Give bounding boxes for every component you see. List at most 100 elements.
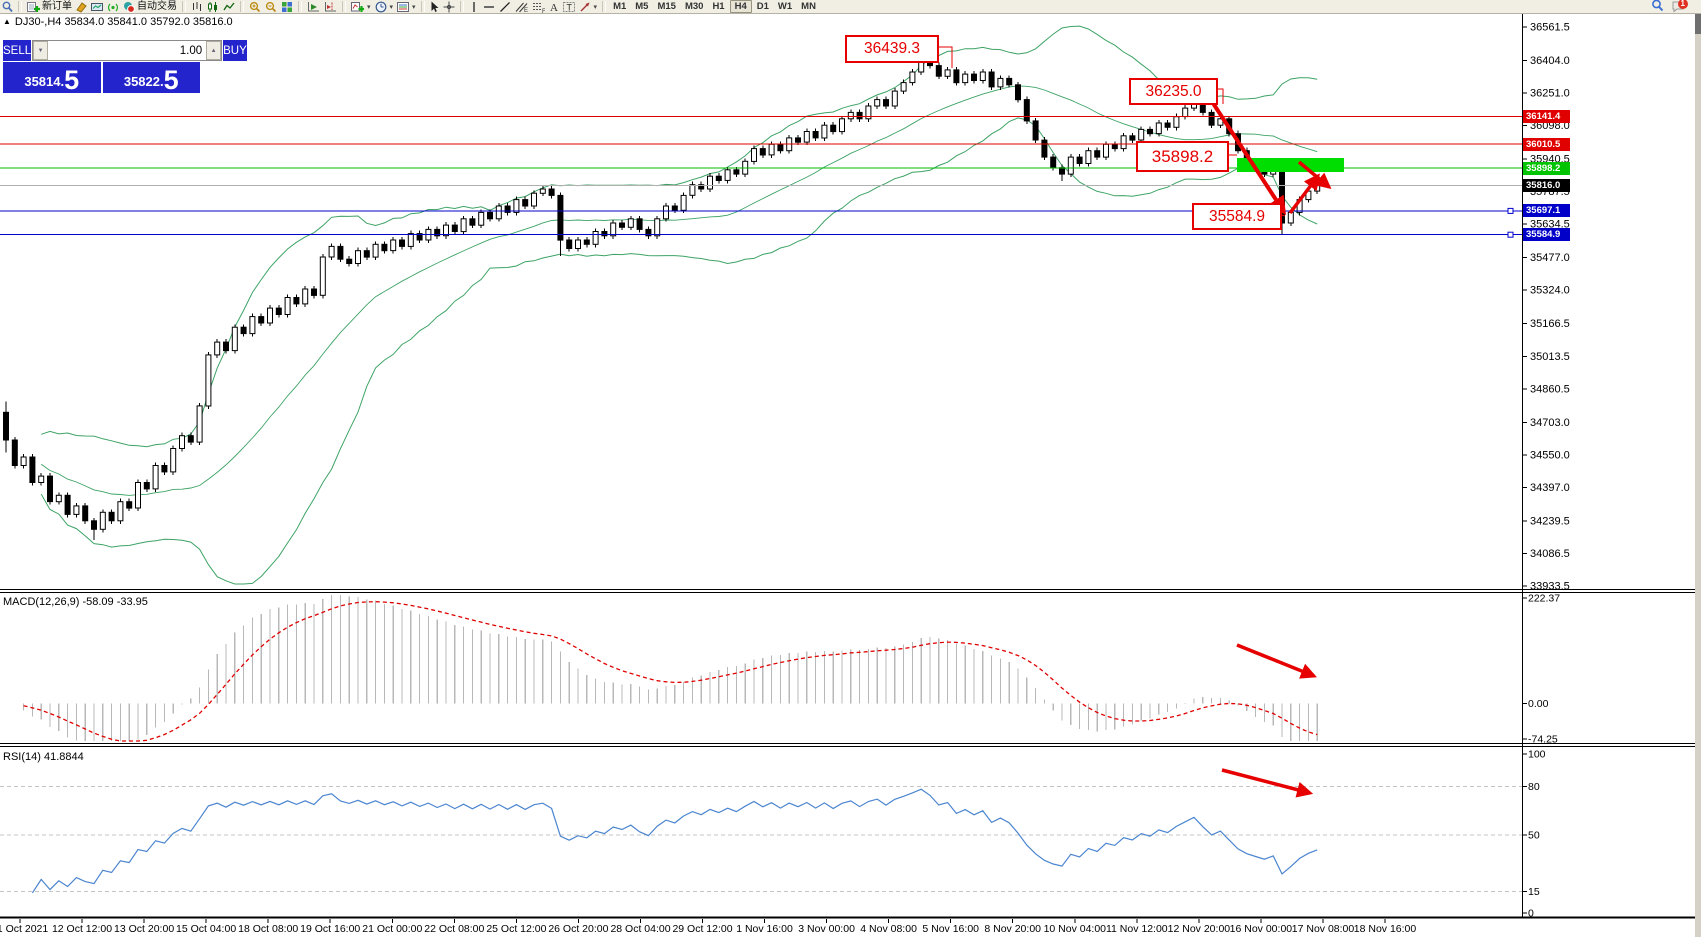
signal-button[interactable] [105,0,121,13]
sell-price-panel[interactable]: 35814. 5 [3,62,101,94]
notifications-icon[interactable]: 1 [1672,0,1688,13]
auto-scroll-icon [307,1,320,13]
svg-text:100: 100 [1528,749,1546,761]
svg-text:35013.5: 35013.5 [1530,351,1570,363]
rsi-indicator-label: RSI(14) 41.8844 [3,751,84,763]
collapse-triangle-icon[interactable]: ▲ [3,17,11,26]
indicators-list-button[interactable]: ▾ [349,0,373,13]
timeframe-mn[interactable]: MN [801,1,816,12]
zoom-out-button[interactable] [263,0,279,13]
candlestick-mode-button[interactable] [205,0,221,13]
svg-text:3 Nov 00:00: 3 Nov 00:00 [798,923,855,935]
svg-text:36098.0: 36098.0 [1530,120,1570,132]
notification-badge: 1 [1677,0,1688,9]
timeframe-m1[interactable]: M1 [613,1,627,12]
timeframe-w1[interactable]: W1 [777,1,793,12]
svg-text:34239.5: 34239.5 [1530,515,1570,527]
tile-windows-button[interactable] [279,0,295,13]
price-annotation[interactable]: 36235.0 [1129,78,1218,105]
buy-button[interactable]: BUY [223,40,247,61]
svg-text:E: E [524,8,528,13]
svg-text:29 Oct 12:00: 29 Oct 12:00 [672,923,732,935]
price-annotation[interactable]: 35898.2 [1136,141,1229,172]
volume-up-button[interactable]: ▲ [206,41,222,60]
window-scrollbar[interactable] [1695,14,1701,937]
svg-text:-74.25: -74.25 [1528,734,1558,746]
price-annotation[interactable]: 36439.3 [845,35,939,63]
svg-text:35166.5: 35166.5 [1530,318,1570,330]
rsi-line [31,788,1318,894]
bar-chart-mode-button[interactable] [189,0,205,13]
svg-text:222.37: 222.37 [1528,593,1560,605]
text-tool-button[interactable]: A [547,0,561,13]
market-watch-button[interactable] [89,0,105,13]
templates-button[interactable]: ▾ [395,0,418,13]
zoom-in-button[interactable] [247,0,263,13]
timeframe-h1[interactable]: H1 [712,1,725,12]
one-click-trading-panel: SELL ▼ ▲ BUY 35814.5 35822.5 [3,40,247,94]
svg-text:12 Oct 12:00: 12 Oct 12:00 [52,923,112,935]
price-badge: 36141.4 [1523,109,1570,123]
volume-input[interactable] [48,41,207,60]
quick-search-button[interactable] [0,0,15,13]
timeframe-group: M1 M5 M15 M30 H1 H4 D1 W1 MN [609,0,820,13]
svg-text:28 Oct 04:00: 28 Oct 04:00 [610,923,670,935]
timeframe-m5[interactable]: M5 [635,1,649,12]
trend-arrows [1207,95,1332,798]
svg-text:34860.5: 34860.5 [1530,383,1570,395]
horizontal-line-tool-button[interactable] [481,0,497,13]
price-annotation[interactable]: 35584.9 [1192,203,1282,230]
timeframe-d1[interactable]: D1 [756,1,769,12]
arrows-tool-button[interactable]: ▾ [577,0,600,13]
new-order-button[interactable]: 新订单 [25,0,74,13]
svg-text:8 Nov 20:00: 8 Nov 20:00 [984,923,1041,935]
buy-price-panel[interactable]: 35822. 5 [102,62,200,94]
svg-text:17 Nov 08:00: 17 Nov 08:00 [1292,923,1355,935]
svg-text:50: 50 [1528,830,1540,842]
bollinger-bands [40,25,1318,585]
sell-price: 35814. [24,74,65,89]
buy-price: 35822. [123,74,164,89]
svg-text:19 Oct 16:00: 19 Oct 16:00 [300,923,360,935]
text-label-tool-button[interactable]: T [561,0,577,13]
profiles-button[interactable] [74,0,89,13]
svg-text:33933.5: 33933.5 [1530,581,1570,593]
toolbar-search-icon[interactable] [1651,0,1664,15]
auto-trading-label: 自动交易 [137,1,177,12]
periods-button[interactable]: ▾ [373,0,396,13]
svg-text:26 Oct 20:00: 26 Oct 20:00 [548,923,608,935]
price-badge: 35584.9 [1523,228,1570,242]
rsi-axis: 100 80 50 15 0 [0,749,1546,920]
volume-down-button[interactable]: ▼ [33,41,49,60]
trendline-tool-button[interactable] [497,0,513,13]
toolbar-separator [298,1,302,12]
chart-title-text: DJ30-,H4 35834.0 35841.0 35792.0 35816.0 [14,16,233,28]
price-badge: 36010.5 [1523,137,1570,151]
crosshair-tool-button[interactable] [441,0,457,13]
chart-shift-button[interactable] [322,0,339,13]
timeframe-m15[interactable]: M15 [657,1,676,12]
svg-text:35324.0: 35324.0 [1530,285,1570,297]
line-chart-mode-button[interactable] [221,0,237,13]
toolbar-separator [602,1,607,12]
svg-text:36404.0: 36404.0 [1530,55,1570,67]
price-badge: 35697.1 [1523,204,1570,218]
timeframe-h4[interactable]: H4 [729,0,752,13]
cursor-tool-button[interactable] [428,0,441,13]
candles [3,53,1321,540]
auto-trading-button[interactable]: 自动交易 [121,0,179,13]
equidistant-channel-tool-button[interactable]: E [513,0,530,13]
auto-scroll-button[interactable] [305,0,322,13]
scrollbar-thumb[interactable] [1695,14,1701,34]
sell-button[interactable]: SELL [3,40,32,61]
price-badge: 35816.0 [1523,179,1570,193]
cursor-icon [430,1,439,13]
timeframe-m30[interactable]: M30 [684,1,704,12]
fibonacci-tool-button[interactable]: F [530,0,547,13]
label-icon: T [562,1,575,13]
svg-text:A: A [550,2,558,13]
market-watch-icon [91,1,103,13]
vertical-line-tool-button[interactable] [467,0,481,13]
svg-text:F: F [542,9,545,13]
